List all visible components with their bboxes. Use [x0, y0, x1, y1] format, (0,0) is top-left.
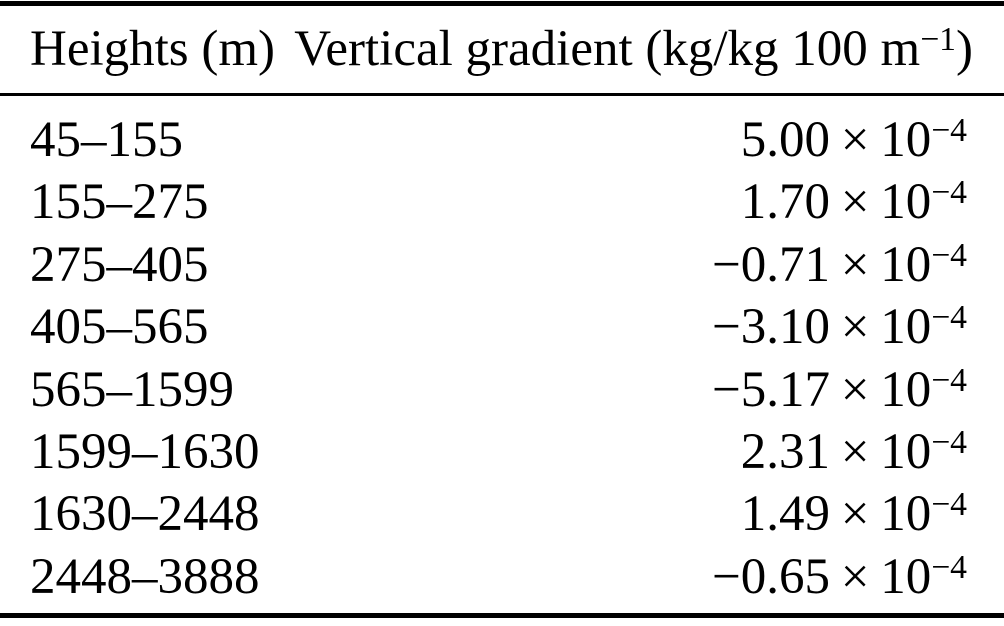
heights-range: 275–405 [30, 236, 209, 293]
table-top-rule [0, 1, 1004, 6]
heights-range: 1599–1630 [30, 423, 260, 480]
gradient-mantissa: −3.10 [712, 299, 831, 356]
gradient-exponent: −4 [931, 174, 967, 212]
table-row: 2448–3888 −0.65 × 10−4 [0, 546, 1004, 608]
gradient-value: −5.17 × 10−4 [712, 359, 967, 421]
gradient-exponent: −4 [931, 548, 967, 586]
gradient-exponent: −4 [931, 111, 967, 149]
heights-range: 2448–3888 [30, 548, 260, 605]
gradient-exponent: −4 [931, 299, 967, 337]
table-row: 275–405 −0.71 × 10−4 [0, 234, 1004, 296]
gradient-value: 5.00 × 10−4 [741, 109, 967, 171]
gradient-mantissa: 1.70 [740, 174, 831, 231]
multiplication-sign: × [840, 299, 870, 356]
gradient-header-unit-exponent: −1 [920, 20, 957, 58]
gradient-value: −3.10 × 10−4 [712, 296, 967, 358]
multiplication-sign: × [840, 548, 870, 605]
multiplication-sign: × [840, 174, 870, 231]
gradient-header-close-paren: ) [956, 21, 973, 77]
gradient-mantissa: 5.00 [740, 112, 831, 168]
table-row: 155–275 1.70 × 10−4 [0, 171, 1004, 233]
table-header-rule [0, 93, 1004, 96]
multiplication-sign: × [840, 361, 870, 418]
gradient-value: −0.71 × 10−4 [712, 234, 967, 296]
gradient-base: 10 [880, 423, 932, 480]
table-row: 1599–1630 2.31 × 10−4 [0, 421, 1004, 483]
gradient-base: 10 [880, 174, 932, 231]
table-row: 405–565 −3.10 × 10−4 [0, 296, 1004, 358]
gradient-column-header: Vertical gradient (kg/kg 100 m−1) [294, 6, 973, 93]
heights-range: 405–565 [30, 299, 209, 356]
gradient-value: 1.70 × 10−4 [741, 171, 967, 233]
gradient-exponent: −4 [931, 236, 967, 274]
gradient-value: 2.31 × 10−4 [741, 421, 967, 483]
table-bottom-rule [0, 613, 1004, 619]
heights-range: 45–155 [30, 112, 183, 168]
table-row: 565–1599 −5.17 × 10−4 [0, 359, 1004, 421]
table-row: 1630–2448 1.49 × 10−4 [0, 483, 1004, 545]
multiplication-sign: × [840, 486, 870, 543]
gradient-exponent: −4 [931, 486, 967, 524]
gradient-mantissa: 1.49 [740, 486, 831, 543]
heights-range: 155–275 [30, 174, 209, 231]
gradient-exponent: −4 [931, 361, 967, 399]
gradient-base: 10 [880, 112, 932, 168]
table-body: 45–155 5.00 × 10−4 155–275 1.70 × 10−4 275–4… [0, 96, 1004, 613]
multiplication-sign: × [840, 423, 870, 480]
table-header-row: Heights (m) Vertical gradient (kg/kg 100… [0, 6, 1004, 93]
gradient-mantissa: −0.65 [712, 548, 831, 605]
heights-range: 565–1599 [30, 361, 234, 418]
gradient-mantissa: −5.17 [712, 361, 831, 418]
gradient-base: 10 [880, 548, 932, 605]
gradient-mantissa: −0.71 [712, 236, 831, 293]
gradient-exponent: −4 [931, 423, 967, 461]
multiplication-sign: × [840, 236, 870, 293]
gradient-mantissa: 2.31 [740, 423, 831, 480]
gradient-base: 10 [880, 236, 932, 293]
gradient-base: 10 [880, 486, 932, 543]
gradient-value: −0.65 × 10−4 [712, 546, 967, 608]
table-row: 45–155 5.00 × 10−4 [0, 109, 1004, 171]
gradient-header-text: Vertical gradient (kg/kg 100 m [294, 21, 921, 77]
gradient-base: 10 [880, 361, 932, 418]
heights-range: 1630–2448 [30, 486, 260, 543]
gradient-base: 10 [880, 299, 932, 356]
gradient-value: 1.49 × 10−4 [741, 483, 967, 545]
multiplication-sign: × [840, 112, 870, 168]
heights-column-header: Heights (m) [30, 21, 276, 77]
